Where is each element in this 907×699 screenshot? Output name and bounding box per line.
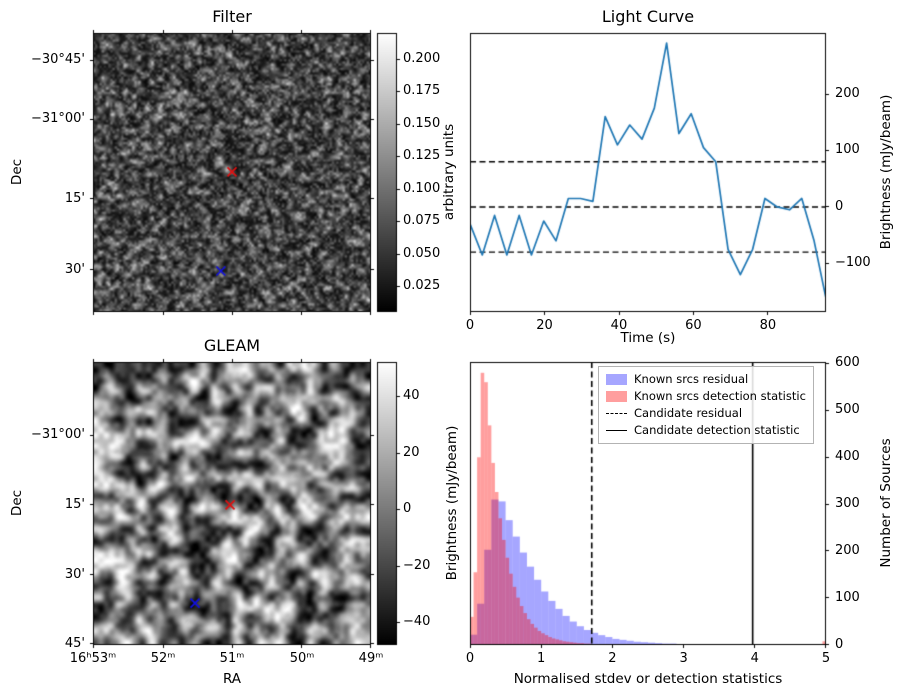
legend-label-candidate-detection: Candidate detection statistic bbox=[634, 423, 800, 437]
light-curve-xtick-label: 40 bbox=[610, 318, 628, 333]
legend-label-candidate-residual: Candidate residual bbox=[634, 406, 743, 420]
legend-label-detection: Known srcs detection statistic bbox=[634, 389, 806, 403]
legend-row: Known srcs residual bbox=[606, 371, 806, 388]
light-curve-ytick-label: −100 bbox=[835, 255, 871, 271]
legend-patch-residual bbox=[606, 374, 627, 385]
histogram-ytick-label: 500 bbox=[835, 402, 860, 418]
gleam-xtick-label: 52ᵐ bbox=[150, 651, 176, 666]
gleam-colorbar-tick-label: 0 bbox=[403, 501, 412, 517]
histogram-ytick-label: 300 bbox=[835, 496, 860, 512]
legend-row: Candidate residual bbox=[606, 405, 806, 422]
filter-colorbar bbox=[369, 25, 405, 320]
light-curve-ylabel: Brightness (mJy/beam) bbox=[878, 94, 894, 250]
gleam-ytick-label: 30' bbox=[64, 567, 85, 583]
filter-colorbar-tick-label: 0.150 bbox=[403, 115, 441, 131]
histogram-ytick-label: 100 bbox=[835, 590, 860, 606]
filter-ytick-label: −30°45' bbox=[30, 52, 85, 68]
light-curve-ytick-label: 100 bbox=[835, 142, 860, 158]
filter-ytick-label: −31°00' bbox=[30, 110, 85, 126]
histogram-xtick-label: 2 bbox=[608, 651, 617, 666]
filter-ylabel: Dec bbox=[9, 158, 25, 186]
filter-colorbar-tick-label: 0.025 bbox=[403, 278, 441, 294]
filter-colorbar-tick-label: 0.100 bbox=[403, 180, 441, 196]
histogram-ytick-label: 600 bbox=[835, 355, 860, 371]
legend-patch-detection bbox=[606, 391, 627, 402]
histogram-xtick-label: 0 bbox=[465, 651, 475, 666]
light-curve-xtick-label: 60 bbox=[685, 318, 702, 333]
gleam-ytick-label: −31°00' bbox=[30, 427, 85, 442]
legend-solid-line-icon bbox=[606, 430, 627, 431]
gleam-colorbar-tick-label: −20 bbox=[403, 557, 431, 573]
light-curve-ytick-label: 200 bbox=[835, 85, 860, 101]
gleam-map-canvas bbox=[85, 354, 379, 653]
gleam-title: GLEAM bbox=[203, 336, 261, 355]
legend-label-residual: Known srcs residual bbox=[634, 372, 749, 386]
legend-row: Candidate detection statistic bbox=[606, 422, 806, 439]
gleam-xtick-label: 49ᵐ bbox=[358, 651, 384, 666]
filter-ytick-label: 15' bbox=[64, 191, 85, 206]
light-curve-title: Light Curve bbox=[601, 7, 695, 26]
light-curve-xtick-label: 80 bbox=[759, 318, 777, 333]
gleam-xtick-label: 16ʰ53ᵐ bbox=[69, 651, 117, 666]
legend-dashed-line-icon bbox=[606, 413, 627, 414]
histogram-xtick-label: 5 bbox=[821, 651, 831, 666]
gleam-xtick-label: 50ᵐ bbox=[289, 651, 315, 666]
gleam-colorbar-tick-label: −40 bbox=[403, 614, 431, 630]
legend-row: Known srcs detection statistic bbox=[606, 388, 806, 405]
light-curve-ytick-label: 0 bbox=[835, 198, 844, 214]
filter-colorbar-tick-label: 0.125 bbox=[403, 148, 441, 164]
filter-colorbar-tick-label: 0.050 bbox=[403, 245, 441, 261]
gleam-colorbar-tick-label: 40 bbox=[403, 387, 420, 403]
gleam-xlabel: RA bbox=[222, 671, 242, 687]
histogram-legend: Known srcs residual Known srcs detection… bbox=[598, 366, 814, 444]
filter-ytick-label: 30' bbox=[64, 261, 85, 277]
light-curve-xlabel: Time (s) bbox=[620, 330, 676, 346]
light-curve-xtick-label: 0 bbox=[465, 318, 475, 333]
histogram-ytick-label: 400 bbox=[835, 449, 860, 465]
histogram-xtick-label: 1 bbox=[537, 651, 546, 666]
histogram-ytick-label: 200 bbox=[835, 543, 860, 559]
filter-title: Filter bbox=[212, 7, 252, 26]
histogram-xlabel: Normalised stdev or detection statistics bbox=[513, 671, 783, 687]
filter-colorbar-tick-label: 0.175 bbox=[403, 83, 441, 99]
filter-map-canvas bbox=[85, 25, 379, 320]
gleam-ytick-label: 15' bbox=[64, 496, 85, 512]
histogram-xtick-label: 3 bbox=[679, 651, 688, 666]
light-curve-canvas bbox=[462, 25, 834, 320]
light-curve-xtick-label: 20 bbox=[536, 318, 553, 333]
gleam-ytick-label: 45' bbox=[64, 635, 85, 651]
histogram-xtick-label: 4 bbox=[750, 651, 759, 666]
gleam-colorbar bbox=[369, 354, 405, 653]
histogram-ytick-label: 0 bbox=[835, 637, 844, 652]
filter-colorbar-label: arbitrary units bbox=[441, 123, 457, 221]
filter-colorbar-tick-label: 0.200 bbox=[403, 50, 441, 66]
gleam-xtick-label: 51ᵐ bbox=[219, 651, 245, 666]
gleam-colorbar-tick-label: 20 bbox=[403, 444, 420, 460]
filter-colorbar-tick-label: 0.075 bbox=[403, 213, 441, 229]
